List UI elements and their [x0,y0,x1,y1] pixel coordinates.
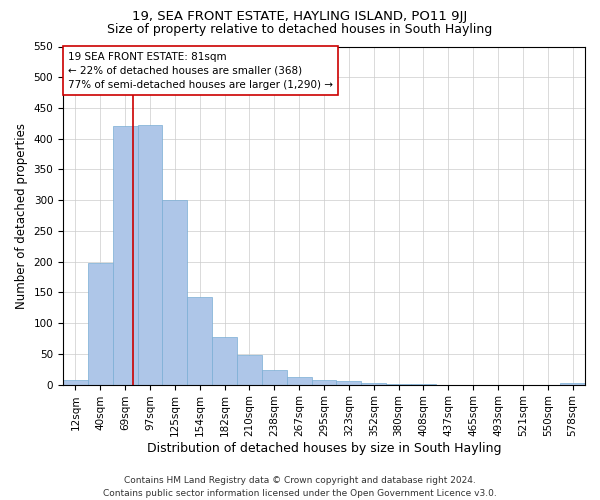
X-axis label: Distribution of detached houses by size in South Hayling: Distribution of detached houses by size … [147,442,501,455]
Bar [63,380,88,384]
Bar [262,370,287,384]
Y-axis label: Number of detached properties: Number of detached properties [15,122,28,308]
Text: Contains HM Land Registry data © Crown copyright and database right 2024.
Contai: Contains HM Land Registry data © Crown c… [103,476,497,498]
Bar [337,381,361,384]
Text: Size of property relative to detached houses in South Hayling: Size of property relative to detached ho… [107,22,493,36]
Bar [287,377,311,384]
Text: 19 SEA FRONT ESTATE: 81sqm
← 22% of detached houses are smaller (368)
77% of sem: 19 SEA FRONT ESTATE: 81sqm ← 22% of deta… [68,52,333,90]
Bar [187,298,212,384]
Bar [137,125,163,384]
Bar [212,338,237,384]
Bar [560,383,585,384]
Bar [88,263,113,384]
Bar [163,200,187,384]
Bar [113,126,137,384]
Bar [311,380,337,384]
Text: 19, SEA FRONT ESTATE, HAYLING ISLAND, PO11 9JJ: 19, SEA FRONT ESTATE, HAYLING ISLAND, PO… [133,10,467,23]
Bar [237,355,262,384]
